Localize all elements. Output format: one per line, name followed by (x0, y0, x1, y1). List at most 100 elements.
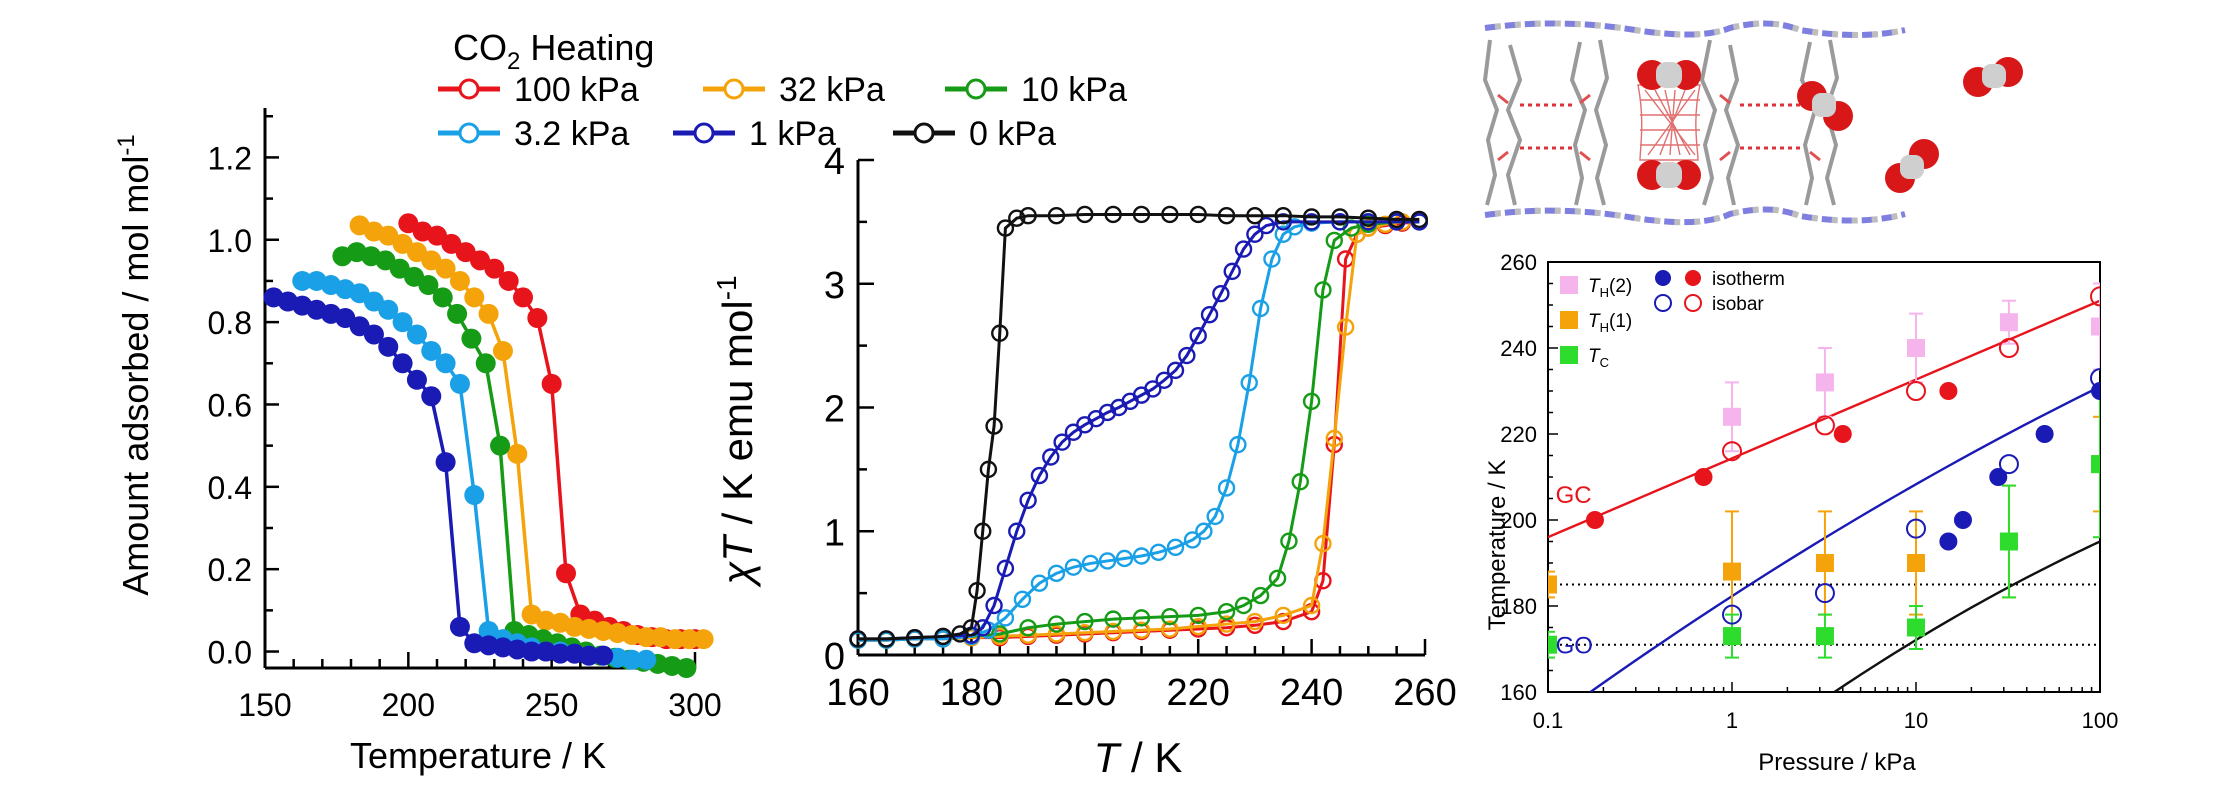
chiT-data-point (1047, 206, 1066, 225)
framework-strand (1484, 206, 1906, 226)
legend-label: 100 kPa (514, 71, 639, 109)
chiT-data-point (1064, 558, 1083, 576)
chiT-data-point (1229, 435, 1247, 454)
chiT-x-tick-label: 220 (1166, 672, 1229, 714)
adsorption-data-point (449, 616, 470, 637)
chiT-data-point (1183, 531, 1202, 549)
phase-square-point (1723, 407, 1741, 426)
adsorption-data-point (475, 353, 496, 374)
chiT-data-point (1206, 507, 1224, 526)
chiT-series-line (858, 220, 1420, 641)
phase-isobar-point (1814, 583, 1835, 604)
phase-isotherm-point (1953, 511, 1972, 529)
chiT-data-point (1030, 466, 1049, 485)
chiT-data-point (1280, 532, 1298, 550)
adsorption-x-axis-label: Temperature / K (350, 735, 606, 776)
phase-square-point (1907, 554, 1925, 572)
adsorption-data-point (676, 658, 697, 678)
chiT-data-point (1251, 299, 1270, 318)
chiT-data-point (1132, 547, 1151, 565)
legend-title: CO2 Heating (453, 27, 654, 75)
chiT-data-point (1274, 606, 1292, 625)
legend-label: 32 kPa (779, 71, 885, 109)
adsorption-data-point (378, 336, 399, 357)
adsorption-chart: Temperature / K Amount adsorbed / mol mo… (113, 108, 722, 776)
phase-isotherm-point (1939, 532, 1958, 551)
chiT-data-point (1076, 624, 1094, 642)
phase-isobar-point (1998, 338, 2019, 358)
adsorption-data-point (406, 369, 427, 390)
phase-isobar-point (1814, 415, 1835, 436)
chiT-data-point (962, 619, 981, 637)
phase-isotherm-point (1939, 382, 1958, 400)
adsorption-data-point (484, 258, 505, 279)
phase-y-tick-label: 240 (1500, 336, 1537, 361)
adsorption-data-point (679, 629, 700, 650)
chiT-x-tick-label: 260 (1393, 672, 1456, 714)
chiT-data-point (1155, 371, 1173, 389)
adsorption-data-point (550, 643, 571, 664)
adsorption-data-point (693, 629, 714, 650)
series-legend: CO2 Heating 100 kPa 32 kPa 10 kPa 3.2 kPa 1 … (438, 27, 1127, 153)
phase-x-tick-label: 10 (1904, 708, 1928, 733)
phase-y-tick-label: 160 (1500, 680, 1537, 705)
chiT-x-tick-label: 160 (826, 672, 889, 714)
adsorption-data-point (636, 627, 657, 648)
chiT-x-tick-label: 180 (940, 672, 1003, 714)
chiT-data-point (1104, 610, 1122, 628)
chiT-data-point (1081, 554, 1100, 573)
co2-molecule (1885, 139, 1939, 193)
adsorption-data-point (421, 386, 442, 407)
chiT-data-point (1325, 429, 1343, 448)
chiT-data-point (974, 619, 992, 637)
chiT-data-point (1331, 208, 1349, 226)
adsorption-data-point (435, 258, 456, 279)
chiT-data-point (985, 417, 1003, 435)
phase-y-tick-label: 220 (1500, 422, 1537, 447)
phase-square-point (1548, 575, 1557, 594)
chiT-data-point (1013, 590, 1032, 609)
phase-square-point (1999, 532, 2018, 551)
phase-legend-label: isobar (1712, 294, 1764, 315)
phase-diagram-chart: Pressure / kPa Temperature / K 0.1 1 10 100… (1484, 250, 2118, 776)
co2-density-mesh (1637, 84, 1701, 161)
chiT-chart: T / K χT / K emu mol-1 160 180 200 220 240 26… (711, 141, 1457, 781)
chiT-data-point (1166, 361, 1185, 380)
chiT-data-point (1246, 206, 1264, 225)
chiT-data-point (1246, 225, 1264, 243)
phase-isotherm-point (1833, 425, 1852, 443)
phase-isobar-point (2090, 368, 2100, 389)
chiT-y-tick-label: 1 (824, 512, 845, 554)
molecular-structure-illustration (1482, 20, 2023, 226)
chiT-data-point (1132, 609, 1151, 627)
chiT-data-point (1115, 549, 1134, 568)
adsorption-data-point (449, 270, 470, 291)
phase-square-point (1723, 627, 1741, 646)
chiT-data-point (1132, 205, 1151, 224)
legend-marker (458, 78, 480, 100)
adsorption-data-point (435, 353, 456, 374)
adsorption-y-tick-label: 0.2 (208, 552, 252, 588)
phase-y-tick-label: 180 (1500, 594, 1537, 619)
chiT-data-point (1217, 479, 1236, 497)
adsorption-data-point (664, 629, 685, 650)
adsorption-data-point (498, 270, 519, 291)
adsorption-data-point (490, 435, 511, 456)
chiT-data-point (1189, 606, 1207, 625)
chiT-data-point (1019, 491, 1037, 510)
chiT-data-point (1104, 205, 1122, 224)
chiT-data-point (1161, 620, 1179, 638)
chiT-x-tick-label: 240 (1280, 672, 1343, 714)
phase-square-point (2091, 455, 2100, 474)
chiT-data-point (996, 609, 1015, 627)
adsorption-data-point (464, 485, 485, 506)
chiT-data-point (1246, 612, 1264, 631)
legend-marker (913, 122, 935, 144)
phase-isotherm-point (1585, 511, 1604, 529)
phase-legend-marker (1655, 270, 1671, 286)
adsorption-y-tick-label: 0.0 (208, 635, 252, 671)
adsorption-data-point (478, 303, 499, 324)
adsorption-data-point (464, 287, 485, 308)
adsorption-y-axis-label: Amount adsorbed / mol mol-1 (113, 134, 156, 596)
phase-square-point (2091, 317, 2100, 336)
